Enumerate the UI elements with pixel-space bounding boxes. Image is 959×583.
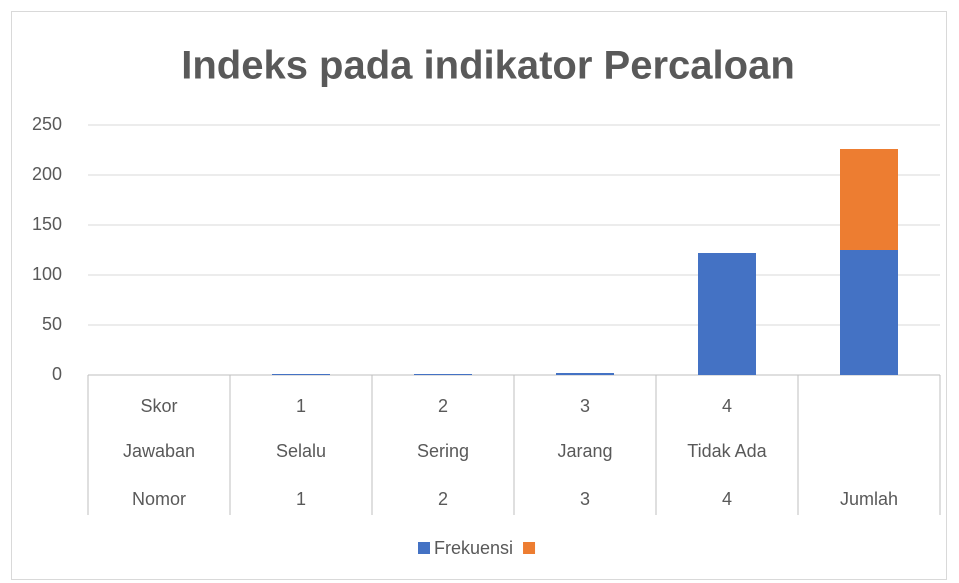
chart-border — [11, 11, 947, 580]
y-tick-label: 250 — [32, 114, 62, 134]
x-tick-label: Selalu — [276, 441, 326, 461]
bar — [414, 374, 472, 375]
x-tick-label: Sering — [417, 441, 469, 461]
y-tick-label: 200 — [32, 164, 62, 184]
x-tick-label: 4 — [722, 396, 732, 416]
bar — [698, 253, 756, 375]
x-tick-label: Tidak Ada — [687, 441, 767, 461]
y-tick-label: 150 — [32, 214, 62, 234]
x-tick-label: 3 — [580, 396, 590, 416]
y-tick-label: 100 — [32, 264, 62, 284]
chart-title: Indeks pada indikator Percaloan — [181, 44, 795, 88]
bar — [840, 250, 898, 375]
x-tick-label: 1 — [296, 489, 306, 509]
x-tick-label: Jawaban — [123, 441, 195, 461]
x-tick-label: Jarang — [557, 441, 612, 461]
y-tick-label: 50 — [42, 314, 62, 334]
x-tick-label: 2 — [438, 396, 448, 416]
x-tick-label: Jumlah — [840, 489, 898, 509]
legend-swatch — [418, 542, 430, 554]
x-tick-label: Nomor — [132, 489, 186, 509]
bar — [840, 149, 898, 250]
y-tick-label: 0 — [52, 364, 62, 384]
x-tick-label: 4 — [722, 489, 732, 509]
x-tick-label: 3 — [580, 489, 590, 509]
bar — [272, 374, 330, 375]
legend-label: Frekuensi — [434, 538, 513, 558]
x-tick-label: 2 — [438, 489, 448, 509]
x-tick-label: 1 — [296, 396, 306, 416]
x-tick-label: Skor — [140, 396, 177, 416]
bar — [556, 373, 614, 375]
legend-swatch — [523, 542, 536, 554]
